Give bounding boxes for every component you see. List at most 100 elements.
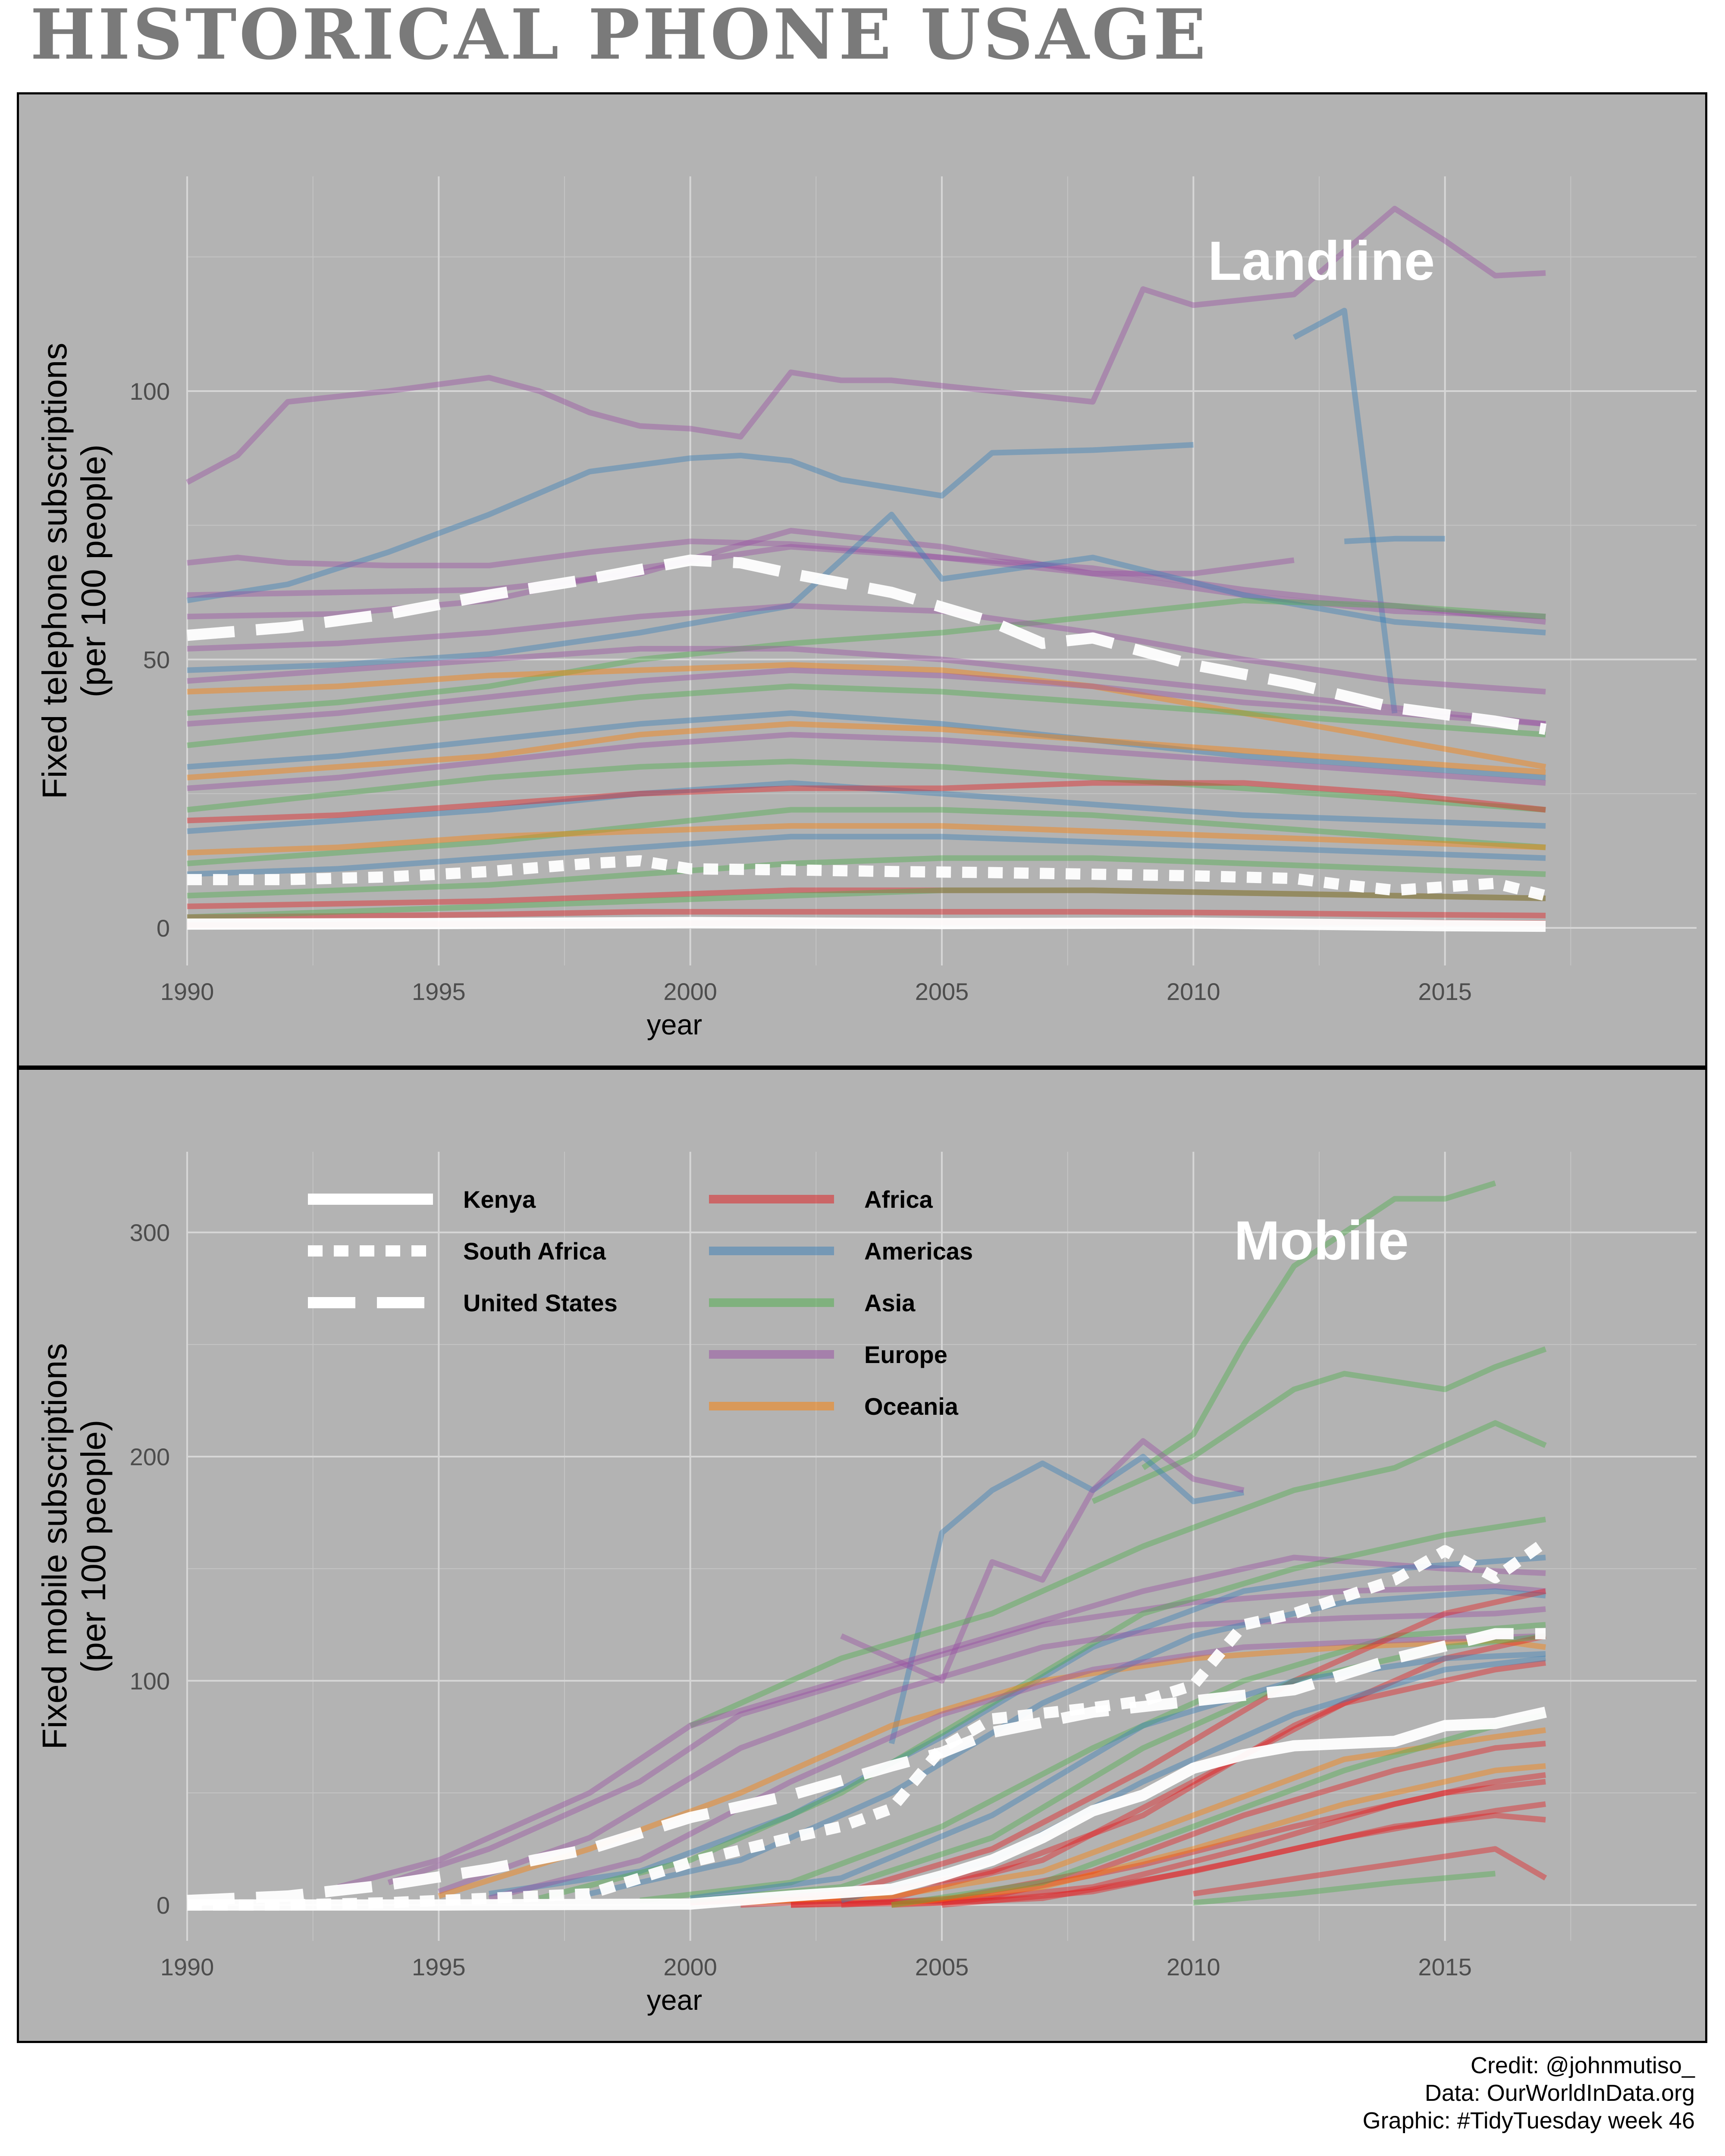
series-line-oceania	[740, 1727, 1546, 1906]
series-line-americas	[187, 511, 1546, 673]
x-tick-label: 2005	[915, 1953, 969, 1981]
panel-annotation: Mobile	[1234, 1210, 1408, 1272]
series-line-united-states	[187, 1628, 1546, 1906]
legend-label: United States	[463, 1289, 618, 1316]
y-tick-label: 0	[157, 1892, 170, 1919]
series-line-asia	[187, 597, 1546, 716]
mobile-panel: 1990 1995 2000 2005 2010 2015 0 100 200 300 Mobile…	[17, 1068, 1707, 2043]
legend-label: Europe	[864, 1341, 947, 1368]
series-line-europe	[488, 1633, 1546, 1901]
landline-panel: 1990 1995 2000 2005 2010 2015 0 50 100 Landline ye…	[17, 92, 1707, 1068]
series-line-south-africa	[187, 1537, 1549, 1911]
series-line-asia	[187, 887, 1546, 920]
series-line-americas	[889, 1454, 1245, 1745]
series-line-south-africa	[187, 855, 1547, 901]
landline-chart: 1990 1995 2000 2005 2010 2015 0 50 100 Landline ye…	[35, 176, 1697, 1040]
chart-title: HISTORICAL PHONE USAGE	[30, 0, 1209, 75]
series-line-asia	[689, 1420, 1547, 1728]
series-line-asia	[187, 758, 1546, 813]
series-line-oceania	[187, 823, 1546, 856]
series-line-asia	[1142, 1180, 1496, 1470]
series-line-europe	[337, 1554, 1546, 1890]
series-line-africa	[841, 1779, 1546, 1908]
series-line-africa	[790, 1741, 1546, 1908]
x-tick-label: 1990	[160, 978, 214, 1005]
series-line-americas	[589, 1588, 1546, 1897]
series-line-europe	[438, 1606, 1546, 1894]
x-tick-label: 2015	[1418, 1953, 1472, 1981]
series-line-europe	[187, 528, 1546, 620]
series-line-oceania	[187, 662, 1546, 770]
legend-label: Americas	[864, 1238, 973, 1265]
graphic-line: Graphic: #TidyTuesday week 46	[1362, 2108, 1695, 2134]
legend-label: South Africa	[463, 1238, 606, 1265]
series-line-americas	[187, 834, 1546, 877]
series-line-africa	[187, 909, 1546, 920]
series-line-europe	[187, 667, 1546, 727]
y-tick-label: 0	[157, 915, 170, 942]
series-line-oceania	[891, 1763, 1546, 1908]
x-tick-label: 1995	[412, 978, 466, 1005]
y-axis-title-line2: (per 100 people)	[74, 1420, 113, 1673]
y-tick-label: 50	[143, 646, 170, 673]
series-line-africa	[941, 1812, 1546, 1908]
x-tick-label: 2000	[663, 1953, 717, 1981]
y-axis-title-line2: (per 100 people)	[74, 444, 113, 697]
series-line-kenya	[187, 917, 1546, 932]
legend-label: Oceania	[864, 1393, 959, 1420]
y-tick-label: 100	[130, 378, 170, 405]
y-tick-label: 300	[130, 1219, 170, 1246]
data-source-line: Data: OurWorldInData.org	[1424, 2080, 1695, 2106]
series-line-asia	[187, 807, 1546, 866]
x-axis-title: year	[647, 1009, 702, 1040]
y-tick-label: 200	[130, 1443, 170, 1470]
series-line-africa	[740, 1660, 1546, 1908]
credit-block: Credit: @johnmutiso_ Data: OurWorldInDat…	[1363, 2052, 1695, 2134]
legend-label: Asia	[864, 1289, 916, 1316]
series-line-africa	[187, 780, 1546, 824]
panel-annotation: Landline	[1208, 230, 1435, 292]
series-line-americas	[187, 780, 1546, 834]
series-line-americas	[1344, 536, 1445, 545]
legend-label: Kenya	[463, 1186, 536, 1213]
y-axis-title-line1: Fixed telephone subscriptions	[35, 343, 74, 799]
series-line-africa	[790, 1772, 1546, 1908]
series-line-europe	[840, 1438, 1245, 1684]
series-line-europe	[187, 539, 1295, 577]
x-tick-label: 2000	[663, 978, 717, 1005]
x-tick-label: 2010	[1167, 978, 1220, 1005]
series-line-americas	[186, 442, 1194, 603]
series-line-africa	[891, 1801, 1546, 1908]
series-line-africa	[1193, 1846, 1547, 1897]
series-line-oceania	[187, 721, 1546, 780]
x-tick-label: 2015	[1418, 978, 1472, 1005]
series-line-asia	[640, 1622, 1546, 1903]
series-line-asia	[1193, 1871, 1496, 1906]
series-line-asia	[187, 683, 1546, 749]
y-axis-title-line1: Fixed mobile subscriptions	[35, 1343, 74, 1750]
y-tick-label: 100	[130, 1667, 170, 1695]
credit-line: Credit: @johnmutiso_	[1470, 2053, 1695, 2078]
series-line-asia	[539, 1517, 1546, 1901]
mobile-chart: 1990 1995 2000 2005 2010 2015 0 100 200 300 Mobile…	[35, 1152, 1697, 2016]
series-line-asia	[187, 855, 1546, 899]
x-tick-label: 2010	[1167, 1953, 1220, 1981]
series-line-asia	[1091, 1346, 1547, 1504]
series-line-europe	[187, 732, 1546, 791]
series-line-europe	[387, 1584, 1546, 1885]
series-line-americas	[1292, 307, 1398, 714]
series-line-africa	[187, 887, 1546, 909]
series-line-americas	[690, 1651, 1546, 1901]
x-tick-label: 2005	[915, 978, 969, 1005]
x-tick-label: 1990	[160, 1953, 214, 1981]
series-line-kenya	[187, 1707, 1547, 1911]
legend-label: Africa	[864, 1186, 933, 1213]
series-line-europe	[187, 646, 1546, 727]
x-tick-label: 1995	[412, 1953, 466, 1981]
series-line-europe	[185, 206, 1546, 485]
series-line-americas	[187, 710, 1546, 780]
series-line-europe	[187, 603, 1546, 695]
x-axis-title: year	[647, 1984, 702, 2016]
series-line-americas	[489, 1554, 1546, 1897]
series-line-united-states	[186, 555, 1547, 735]
